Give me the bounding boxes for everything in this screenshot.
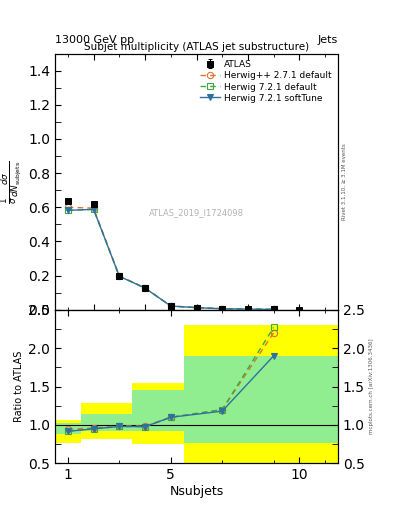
Y-axis label: $\frac{1}{\sigma}\frac{d\sigma}{dN_{\rm subjets}}$: $\frac{1}{\sigma}\frac{d\sigma}{dN_{\rm …	[0, 160, 23, 203]
Herwig 7.2.1 default	[91, 206, 96, 212]
Text: Jets: Jets	[318, 35, 338, 45]
Herwig 7.2.1 default	[169, 303, 173, 309]
Herwig++ 2.7.1 default	[117, 273, 122, 279]
Herwig 7.2.1 default	[117, 273, 122, 280]
Herwig 7.2.1 softTune	[143, 285, 147, 291]
Herwig 7.2.1 default	[271, 306, 276, 312]
Herwig 7.2.1 default	[220, 306, 224, 312]
Herwig 7.2.1 default	[66, 207, 70, 214]
Y-axis label: Ratio to ATLAS: Ratio to ATLAS	[14, 351, 24, 422]
Herwig 7.2.1 softTune	[194, 305, 199, 311]
Y-axis label: mcplots.cern.ch [arXiv:1306.3436]: mcplots.cern.ch [arXiv:1306.3436]	[369, 339, 374, 434]
X-axis label: Nsubjets: Nsubjets	[169, 485, 224, 498]
Legend: ATLAS, Herwig++ 2.7.1 default, Herwig 7.2.1 default, Herwig 7.2.1 softTune: ATLAS, Herwig++ 2.7.1 default, Herwig 7.…	[198, 58, 334, 104]
Herwig 7.2.1 default	[143, 285, 147, 291]
Text: 13000 GeV pp: 13000 GeV pp	[55, 35, 134, 45]
Y-axis label: Rivet 3.1.10, ≥ 3.1M events: Rivet 3.1.10, ≥ 3.1M events	[342, 143, 347, 220]
Herwig 7.2.1 default	[194, 305, 199, 311]
Herwig++ 2.7.1 default	[220, 306, 224, 312]
Herwig++ 2.7.1 default	[143, 285, 147, 291]
Line: Herwig 7.2.1 softTune: Herwig 7.2.1 softTune	[65, 206, 277, 312]
Line: Herwig 7.2.1 default: Herwig 7.2.1 default	[65, 206, 277, 312]
Herwig 7.2.1 softTune	[271, 306, 276, 312]
Herwig++ 2.7.1 default	[169, 303, 173, 309]
Title: Subjet multiplicity (ATLAS jet substructure): Subjet multiplicity (ATLAS jet substruct…	[84, 41, 309, 52]
Herwig++ 2.7.1 default	[194, 305, 199, 311]
Herwig 7.2.1 softTune	[220, 306, 224, 312]
Herwig++ 2.7.1 default	[271, 306, 276, 312]
Herwig 7.2.1 softTune	[169, 303, 173, 309]
Herwig++ 2.7.1 default	[91, 205, 96, 211]
Herwig 7.2.1 softTune	[91, 206, 96, 212]
Herwig 7.2.1 softTune	[117, 273, 122, 280]
Line: Herwig++ 2.7.1 default: Herwig++ 2.7.1 default	[65, 204, 277, 312]
Herwig++ 2.7.1 default	[66, 204, 70, 210]
Herwig 7.2.1 softTune	[66, 207, 70, 214]
Text: ATLAS_2019_I1724098: ATLAS_2019_I1724098	[149, 208, 244, 217]
